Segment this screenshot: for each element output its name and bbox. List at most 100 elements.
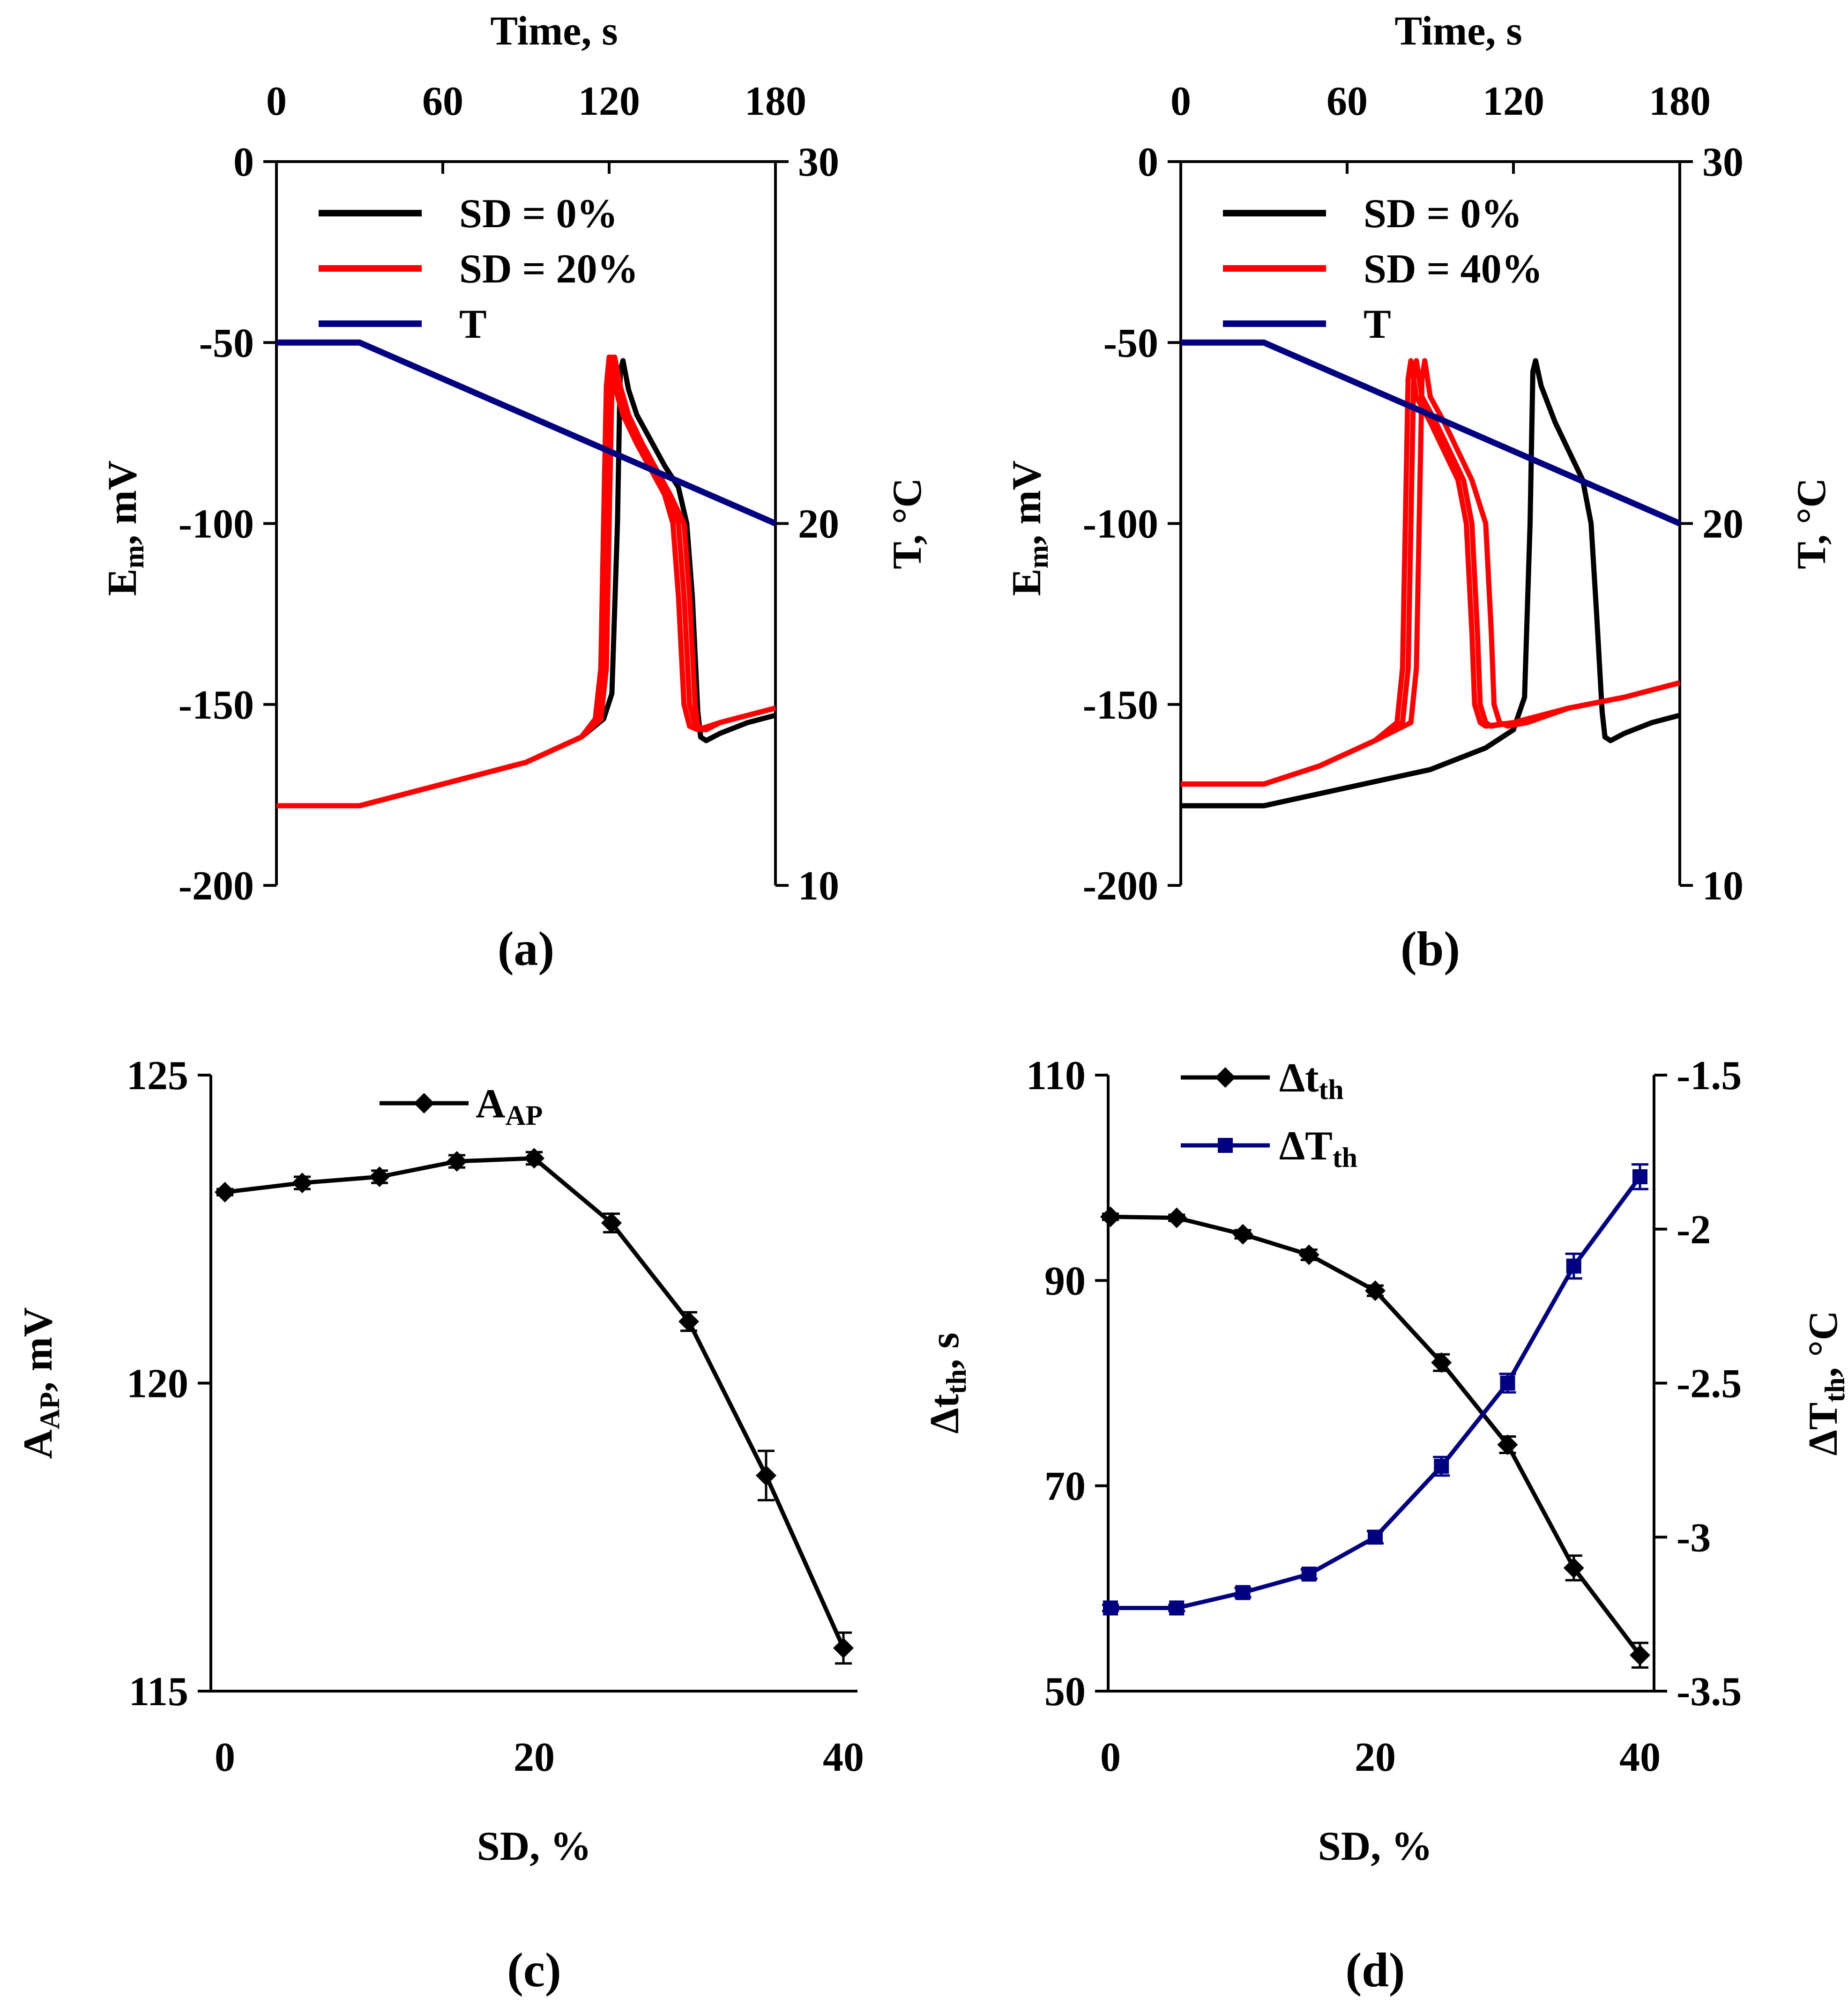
legend-label: SD = 40% (1364, 246, 1543, 292)
legend-label: SD = 0% (1364, 191, 1522, 237)
y2-tick-label: -3 (1677, 1515, 1711, 1560)
data-point (1100, 1206, 1121, 1227)
panel-label: (b) (1401, 922, 1460, 976)
legend-marker (1215, 1067, 1236, 1088)
y2-tick-label: 30 (1702, 140, 1744, 185)
y-tick-label: 110 (1026, 1053, 1086, 1099)
y-axis-title-text: Em, mV (100, 460, 149, 596)
panel-label: (c) (507, 1943, 561, 1997)
y-axis-title-main: A (15, 1429, 61, 1459)
y-tick-label: 125 (127, 1053, 188, 1099)
data-point (1434, 1459, 1449, 1474)
data-point (447, 1151, 467, 1172)
y-tick-label: 120 (127, 1361, 188, 1407)
series-line-black (224, 1156, 846, 1649)
series-line-red (276, 354, 776, 809)
y-axis-title: Δtth, s (922, 1333, 972, 1434)
y-axis-title-tail: , mV (1004, 460, 1050, 545)
y-axis-title-sub: AP (34, 1392, 65, 1429)
y-axis-title-main: Δt (922, 1394, 968, 1433)
y-axis-title-tail: , mV (100, 460, 145, 545)
data-point (369, 1166, 390, 1187)
y-tick-label: -50 (199, 320, 254, 366)
data-point (1566, 1258, 1581, 1274)
legend-label: T (1364, 302, 1391, 347)
y-axis-title-tail: , mV (15, 1307, 61, 1392)
y-axis-title-sub: m (119, 545, 149, 569)
legend-label: AAP (476, 1081, 543, 1131)
y-axis-title: Em, mV (100, 460, 149, 596)
x-tick-label: 40 (823, 1735, 864, 1780)
y-tick-label: 0 (233, 140, 254, 185)
x-tick-label: 120 (1483, 79, 1544, 124)
y-axis-title: Em, mV (1004, 460, 1054, 596)
legend-label-text: AAP (476, 1081, 543, 1131)
data-point (1365, 1280, 1386, 1301)
data-point (1497, 1434, 1518, 1455)
y2-tick-label: 10 (1702, 863, 1744, 909)
legend-label-sub: AP (506, 1100, 543, 1131)
y2-tick-label: 30 (798, 140, 839, 185)
data-point (1232, 1224, 1253, 1245)
legend-label: Δtth (1279, 1055, 1344, 1105)
y-tick-label: 115 (129, 1669, 188, 1715)
x-tick-label: 0 (266, 79, 287, 124)
y2-axis-title: T, °C (1789, 478, 1834, 569)
y2-tick-label: -3.5 (1677, 1669, 1742, 1715)
y2-tick-label: 10 (798, 863, 839, 909)
data-point (1368, 1530, 1383, 1545)
data-point (1632, 1169, 1647, 1184)
data-point (1630, 1645, 1650, 1666)
y-axis-title-text: AAP, mV (15, 1307, 65, 1459)
top-x-axis-title: Time, s (490, 8, 618, 54)
legend-label-main: ΔT (1279, 1123, 1333, 1169)
series-line-black (1181, 358, 1681, 809)
legend-label: ΔTth (1279, 1123, 1357, 1173)
y2-axis-title-tail: , °C (1801, 1311, 1846, 1378)
data-point (524, 1148, 544, 1169)
panel-label: (d) (1345, 1943, 1405, 1997)
x-tick-label: 180 (1649, 79, 1711, 124)
legend-label: T (459, 302, 487, 347)
x-tick-label: 0 (1170, 79, 1191, 124)
y-axis-title-sub: th (941, 1369, 972, 1394)
data-point (601, 1212, 622, 1233)
y-tick-label: -200 (179, 863, 254, 909)
panel-label: (a) (498, 922, 554, 976)
x-tick-label: 20 (1355, 1735, 1396, 1780)
x-tick-label: 0 (215, 1735, 235, 1780)
data-point (833, 1637, 854, 1658)
y-axis-title-text: Δtth, s (922, 1333, 972, 1434)
legend-label-sub: th (1319, 1074, 1343, 1105)
legend-marker (1218, 1138, 1233, 1153)
x-axis-title: SD, % (477, 1824, 592, 1869)
y-axis-title: AAP, mV (15, 1307, 65, 1459)
legend-label-main: Δt (1279, 1055, 1319, 1101)
legend-label-text: ΔTth (1279, 1123, 1357, 1173)
series-line-red (1181, 358, 1681, 787)
y-axis-title-main: E (100, 569, 145, 596)
x-tick-label: 0 (1100, 1735, 1121, 1780)
y-axis-title-sub: m (1023, 545, 1054, 569)
y-tick-label: 50 (1044, 1669, 1086, 1715)
data-point (678, 1311, 699, 1332)
data-point (1235, 1585, 1251, 1600)
x-tick-label: 60 (1326, 79, 1368, 124)
panel-b: 0 -50 -100 -150 -200 30 20 10 0 60 120 180 Time, s Em… (1004, 8, 1834, 976)
legend-label-main: A (476, 1081, 506, 1127)
data-point (1169, 1600, 1185, 1616)
y-tick-label: -100 (179, 502, 254, 547)
y2-axis-title-sub: th (1819, 1377, 1848, 1402)
y2-axis-title: ΔTth, °C (1801, 1311, 1848, 1456)
top-x-axis-title: Time, s (1394, 8, 1522, 54)
y-axis-title-tail: , s (922, 1333, 968, 1369)
legend-label: SD = 20% (459, 246, 639, 292)
y2-tick-label: -2 (1677, 1207, 1711, 1253)
legend-marker (414, 1093, 434, 1114)
y-tick-label: -200 (1083, 863, 1158, 909)
data-point (1103, 1600, 1118, 1616)
y-tick-label: -150 (1083, 683, 1158, 728)
